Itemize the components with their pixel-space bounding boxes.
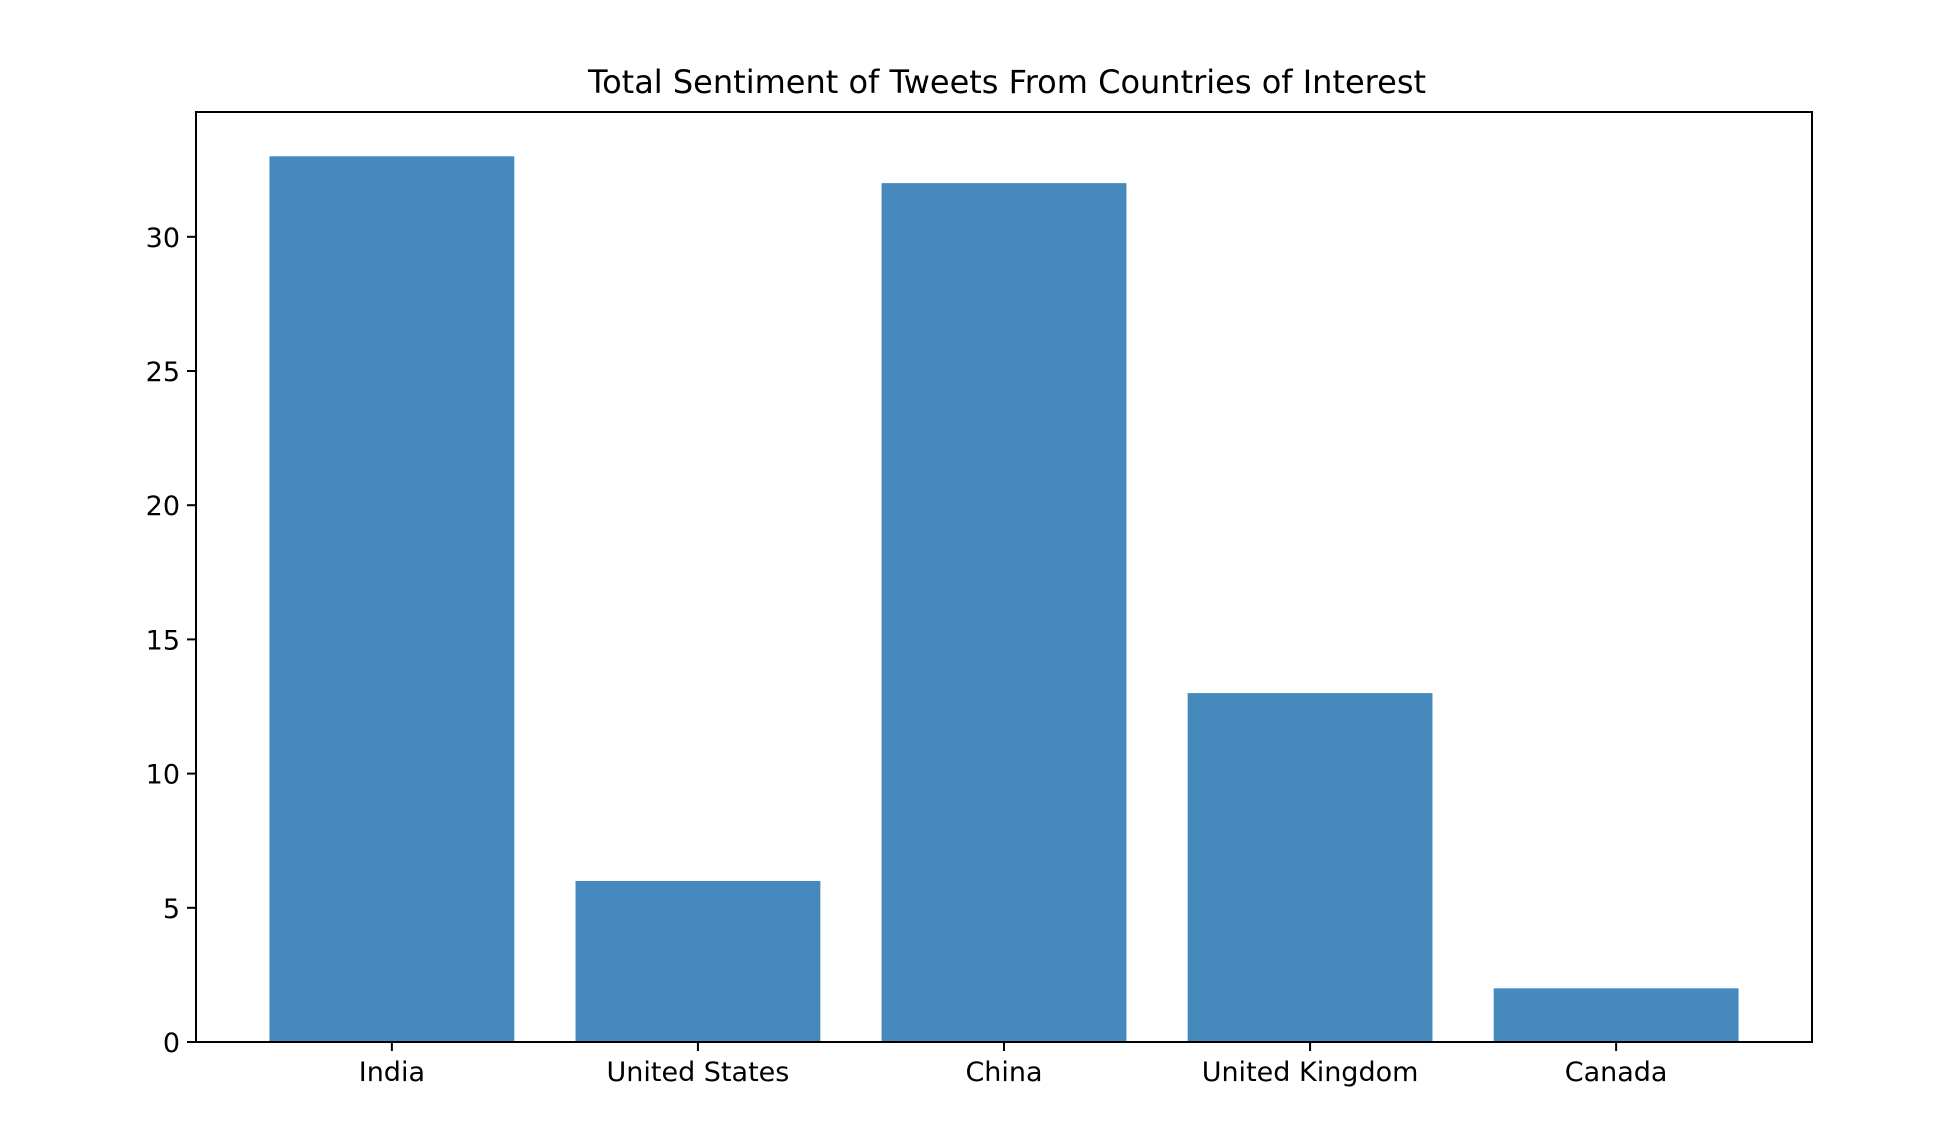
y-tick-label: 0 bbox=[163, 1028, 180, 1059]
x-tick-label: Canada bbox=[1565, 1057, 1668, 1088]
y-tick-label: 30 bbox=[146, 223, 180, 254]
bar-canada bbox=[1493, 988, 1739, 1042]
x-tick-label: China bbox=[965, 1057, 1042, 1088]
plot-frame bbox=[195, 111, 1813, 1043]
bar-united-kingdom bbox=[1187, 693, 1433, 1042]
bar-china bbox=[881, 183, 1127, 1042]
bar-india bbox=[269, 156, 515, 1043]
y-tick-label: 20 bbox=[146, 491, 180, 522]
bar-united-states bbox=[575, 880, 821, 1042]
y-tick-label: 15 bbox=[146, 625, 180, 656]
y-tick-label: 10 bbox=[146, 760, 180, 791]
y-tick-label: 5 bbox=[163, 894, 180, 925]
y-tick-label: 25 bbox=[146, 357, 180, 388]
chart-title: Total Sentiment of Tweets From Countries… bbox=[587, 63, 1426, 101]
bars-group bbox=[269, 156, 1739, 1043]
y-axis: 0 5 10 15 20 25 30 bbox=[146, 223, 196, 1059]
x-axis: India United States China United Kingdom Can… bbox=[359, 1042, 1668, 1088]
x-tick-label: United States bbox=[607, 1057, 790, 1088]
x-tick-label: United Kingdom bbox=[1202, 1057, 1419, 1088]
x-tick-label: India bbox=[359, 1057, 425, 1088]
